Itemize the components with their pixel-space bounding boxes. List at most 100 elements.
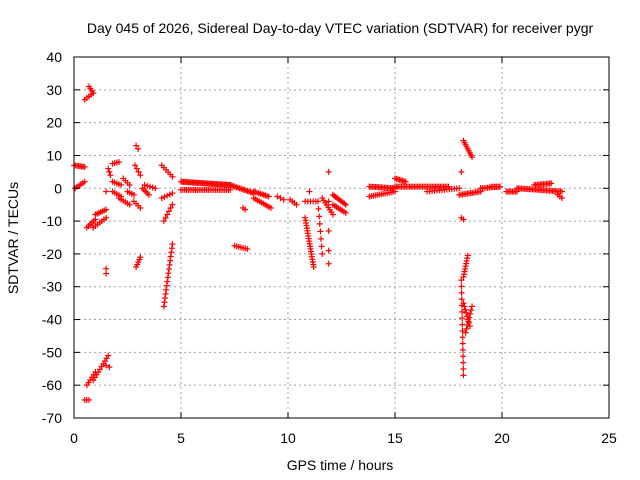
data-point — [460, 300, 467, 307]
data-point — [460, 365, 467, 372]
y-tick-label: -60 — [42, 377, 62, 393]
y-tick-label: -70 — [42, 410, 62, 426]
data-point — [158, 195, 165, 202]
data-point — [90, 90, 97, 97]
data-point — [145, 191, 152, 198]
data-point — [458, 289, 465, 296]
data-point — [169, 241, 176, 248]
data-point — [558, 195, 565, 202]
data-point — [152, 185, 159, 192]
y-tick-label: 0 — [54, 180, 62, 196]
data-point — [166, 191, 173, 198]
data-point — [277, 195, 284, 202]
data-point — [141, 181, 148, 188]
data-point — [146, 183, 153, 190]
data-point — [461, 303, 468, 310]
data-point — [161, 193, 168, 200]
data-point — [81, 178, 88, 185]
data-point — [105, 352, 112, 359]
data-point — [280, 196, 287, 203]
data-point — [131, 162, 138, 169]
data-point — [169, 190, 176, 197]
data-point — [103, 188, 110, 195]
x-tick-label: 10 — [280, 430, 296, 446]
data-point — [118, 181, 125, 188]
plot-frame — [73, 56, 610, 419]
data-point — [329, 211, 336, 218]
data-point — [460, 372, 467, 379]
data-point — [81, 163, 88, 170]
data-point — [325, 227, 332, 234]
data-point — [458, 277, 465, 284]
data-point — [314, 198, 321, 205]
data-point — [463, 325, 470, 332]
data-point — [162, 214, 169, 221]
data-point — [167, 204, 174, 211]
data-point — [85, 396, 92, 403]
data-point — [137, 204, 144, 211]
data-point — [464, 252, 471, 259]
data-point — [460, 216, 467, 223]
data-point — [468, 307, 475, 314]
data-point — [459, 346, 466, 353]
data-point — [315, 205, 322, 212]
x-tick-label: 25 — [601, 430, 617, 446]
data-point — [458, 168, 465, 175]
data-point — [469, 154, 476, 161]
axes: 0 5 10 15 20 25 -70 -60 -50 -40 -30 -20 -10 0 10 20 30 40 — [42, 49, 617, 446]
data-point — [149, 184, 156, 191]
data-point — [316, 213, 323, 220]
y-tick-label: -30 — [42, 279, 62, 295]
data-point — [310, 264, 317, 271]
data-point — [130, 191, 137, 198]
data-point — [103, 362, 110, 369]
y-tick-label: -10 — [42, 213, 62, 229]
y-tick-label: 20 — [46, 115, 62, 131]
data-point — [103, 206, 110, 213]
data-point — [318, 243, 325, 250]
data-point — [316, 220, 323, 227]
data-point — [458, 283, 465, 290]
data-point — [144, 182, 151, 189]
data-point — [137, 172, 144, 179]
data-point — [325, 168, 332, 175]
data-point — [402, 178, 409, 185]
data-point — [465, 318, 472, 325]
data-point — [456, 185, 463, 192]
x-tick-label: 5 — [177, 430, 185, 446]
data-point — [106, 168, 113, 175]
y-tick-label: -40 — [42, 312, 62, 328]
data-point — [106, 364, 113, 371]
chart-title: Day 045 of 2026, Sidereal Day-to-day VTE… — [87, 20, 594, 36]
data-point — [274, 193, 281, 200]
data-point — [306, 188, 313, 195]
y-tick-label: -20 — [42, 246, 62, 262]
x-tick-label: 0 — [70, 430, 78, 446]
data-point — [137, 254, 144, 261]
data-point — [459, 340, 466, 347]
data-point — [459, 321, 466, 328]
data-point — [242, 206, 249, 213]
data-point — [467, 310, 474, 317]
y-tick-label: 30 — [46, 82, 62, 98]
data-point — [107, 172, 114, 179]
data-point — [458, 296, 465, 303]
data-point — [459, 315, 466, 322]
data-point — [164, 192, 171, 199]
data-point — [133, 165, 140, 172]
data-point — [164, 211, 171, 218]
data-point — [103, 214, 110, 221]
data-point — [135, 168, 142, 175]
y-tick-label: 40 — [46, 49, 62, 65]
data-point — [466, 314, 473, 321]
data-point — [496, 183, 503, 190]
data-point — [463, 309, 470, 316]
y-axis-label: SDTVAR / TECUs — [5, 182, 21, 294]
data-point — [459, 308, 466, 315]
data-point — [462, 329, 469, 336]
data-point — [317, 228, 324, 235]
data-point — [548, 180, 555, 187]
data-point — [115, 159, 122, 166]
